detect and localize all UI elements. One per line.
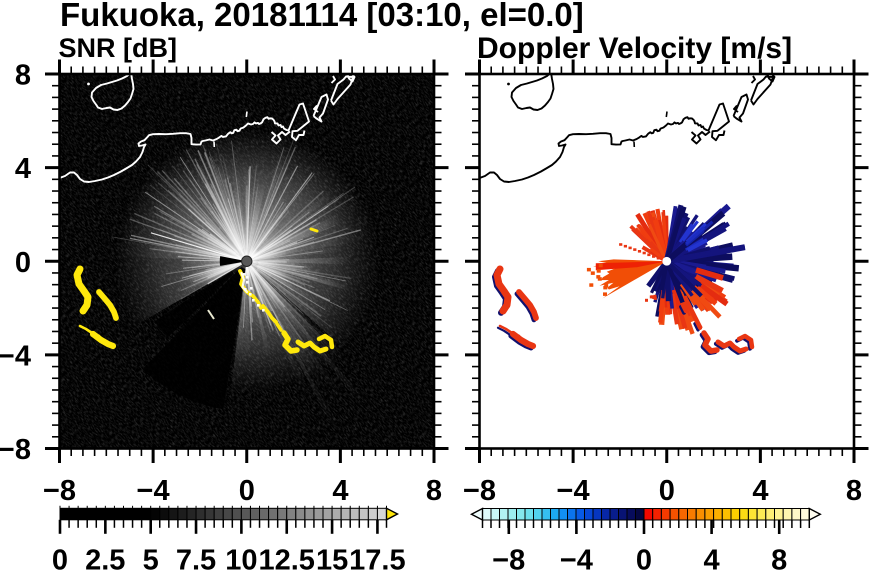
svg-text:SNR [dB]: SNR [dB]: [59, 33, 177, 63]
svg-text:15: 15: [316, 545, 348, 570]
svg-text:−8: −8: [492, 545, 525, 570]
svg-text:12.5: 12.5: [258, 545, 314, 570]
svg-text:0: 0: [239, 475, 255, 507]
svg-text:4: 4: [15, 153, 31, 185]
svg-text:10: 10: [225, 545, 257, 570]
svg-text:−4: −4: [560, 545, 593, 570]
svg-text:−8: −8: [0, 434, 31, 466]
svg-text:−4: −4: [0, 341, 31, 373]
svg-text:0: 0: [15, 247, 31, 279]
svg-text:2.5: 2.5: [85, 545, 125, 570]
svg-text:8: 8: [846, 475, 862, 507]
svg-text:4: 4: [752, 475, 768, 507]
svg-text:−8: −8: [463, 475, 496, 507]
svg-text:8: 8: [15, 60, 31, 92]
svg-text:Doppler Velocity [m/s]: Doppler Velocity [m/s]: [477, 32, 792, 65]
svg-text:4: 4: [704, 545, 720, 570]
svg-text:−8: −8: [43, 475, 76, 507]
svg-text:0: 0: [636, 545, 652, 570]
svg-text:−4: −4: [557, 475, 590, 507]
svg-text:17.5: 17.5: [349, 545, 405, 570]
svg-text:−4: −4: [137, 475, 170, 507]
svg-text:0: 0: [659, 475, 675, 507]
svg-text:0: 0: [52, 545, 68, 570]
svg-text:7.5: 7.5: [176, 545, 216, 570]
svg-text:8: 8: [426, 475, 442, 507]
svg-text:4: 4: [332, 475, 348, 507]
svg-text:Fukuoka, 20181114 [03:10, el=0: Fukuoka, 20181114 [03:10, el=0.0]: [60, 0, 584, 33]
svg-text:8: 8: [771, 545, 787, 570]
svg-text:5: 5: [143, 545, 159, 570]
